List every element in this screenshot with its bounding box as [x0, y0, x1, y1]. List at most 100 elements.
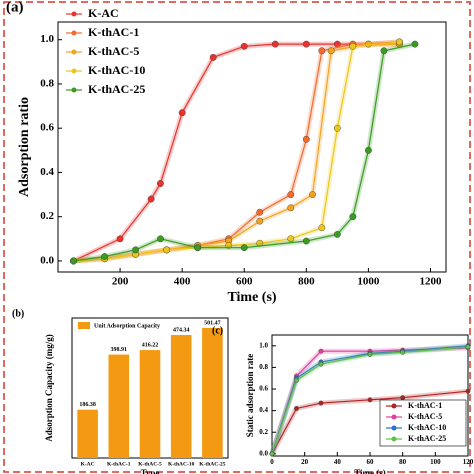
data-point: [147, 195, 155, 203]
y-tick-label: 0.8: [259, 363, 268, 371]
legend-label: K-thAC-5: [408, 412, 442, 421]
data-point: [400, 395, 406, 401]
x-tick-label: 0: [270, 458, 274, 466]
y-tick-label: 0.6: [40, 122, 54, 134]
legend-marker: [391, 403, 397, 409]
y-axis-label: Static adsorption rate: [245, 354, 255, 438]
bar: [202, 327, 223, 458]
legend-label: K-thAC-25: [88, 82, 145, 96]
data-point: [333, 124, 341, 132]
legend-label: K-AC: [88, 6, 119, 20]
data-point: [309, 191, 316, 198]
y-tick-label: 0.6: [259, 385, 268, 393]
x-axis-label: Type: [141, 468, 160, 474]
y-axis-label: Adsorption ratio: [17, 97, 32, 197]
series-line: [271, 390, 469, 455]
x-tick-label: K-AC: [81, 461, 95, 467]
bar: [77, 409, 98, 458]
legend-label: K-thAC-1: [408, 401, 442, 410]
x-tick-label: K-thAC-10: [168, 461, 195, 467]
legend-marker: [71, 87, 77, 93]
legend-marker: [71, 30, 77, 36]
legend-marker: [71, 11, 77, 17]
legend-label: K-thAC-1: [88, 25, 139, 39]
data-point: [400, 349, 406, 355]
data-point: [209, 53, 217, 61]
x-tick-label: 200: [112, 275, 129, 287]
y-tick-label: 0.4: [259, 406, 268, 414]
data-point: [380, 47, 388, 55]
data-point: [318, 348, 324, 354]
series-line: [73, 43, 416, 262]
bar-value-label: 186.38: [79, 402, 96, 408]
x-tick-label: 80: [399, 458, 407, 466]
data-point: [318, 47, 326, 55]
bar-value-label: 474.34: [173, 327, 190, 333]
data-point: [70, 257, 77, 265]
data-point: [132, 246, 140, 254]
data-point: [256, 217, 264, 225]
data-point: [163, 246, 171, 254]
data-point: [302, 135, 310, 143]
x-tick-label: K-thAC-1: [107, 461, 131, 467]
data-point: [318, 361, 324, 367]
data-point: [302, 40, 310, 48]
y-tick-label: 0.0: [40, 254, 54, 266]
data-point: [367, 352, 373, 357]
x-tick-label: K-thAC-25: [199, 461, 226, 467]
bar-value-label: 416.22: [142, 342, 159, 348]
legend-swatch: [78, 322, 90, 329]
data-point: [240, 244, 248, 252]
legend-label: Unit Adsorption Capacity: [94, 323, 160, 329]
legend-label: K-thAC-10: [88, 63, 145, 77]
legend-marker: [391, 414, 397, 420]
data-point: [269, 451, 275, 457]
data-point: [101, 253, 108, 260]
legend-label: K-thAC-10: [408, 423, 446, 432]
legend-marker: [71, 68, 77, 74]
data-point: [465, 388, 471, 394]
x-tick-label: 1000: [357, 275, 380, 287]
x-tick-label: 800: [298, 275, 315, 287]
data-point: [294, 406, 299, 411]
data-point: [194, 244, 202, 252]
bar-value-label: 398.91: [111, 347, 128, 353]
data-point: [225, 242, 233, 249]
data-point: [116, 235, 124, 243]
data-point: [396, 38, 403, 46]
legend-label: K-thAC-25: [408, 434, 446, 443]
y-tick-label: 0.0: [259, 449, 268, 457]
data-point: [333, 230, 341, 238]
data-point: [367, 397, 373, 403]
data-point: [271, 40, 279, 48]
data-point: [178, 109, 186, 117]
data-point: [327, 47, 335, 55]
y-tick-label: 0.4: [40, 166, 54, 178]
data-point: [256, 208, 264, 216]
dashed-border: [3, 1, 471, 473]
y-tick-label: 0.2: [40, 210, 54, 222]
panel-label: (b): [12, 308, 24, 319]
data-point: [294, 377, 299, 383]
bar: [170, 335, 192, 458]
legend-marker: [391, 425, 397, 431]
x-tick-label: 60: [367, 458, 375, 466]
data-point: [287, 235, 295, 243]
x-tick-label: K-thAC-5: [138, 461, 162, 467]
x-tick-label: 1200: [419, 275, 442, 287]
series-line: [73, 41, 400, 262]
x-tick-label: 600: [236, 275, 253, 287]
x-tick-label: 40: [334, 458, 342, 466]
data-point: [364, 146, 372, 154]
legend-marker: [71, 49, 77, 55]
x-tick-label: 100: [430, 458, 441, 466]
plot-frame: [57, 21, 447, 273]
data-point: [240, 42, 248, 50]
data-point: [465, 344, 471, 350]
panel-label: (c): [212, 325, 223, 336]
y-tick-label: 0.8: [40, 77, 54, 89]
data-point: [287, 204, 295, 212]
y-tick-label: 1.0: [259, 341, 268, 349]
bar-value-label: 501.47: [204, 320, 221, 326]
data-point: [287, 191, 295, 198]
